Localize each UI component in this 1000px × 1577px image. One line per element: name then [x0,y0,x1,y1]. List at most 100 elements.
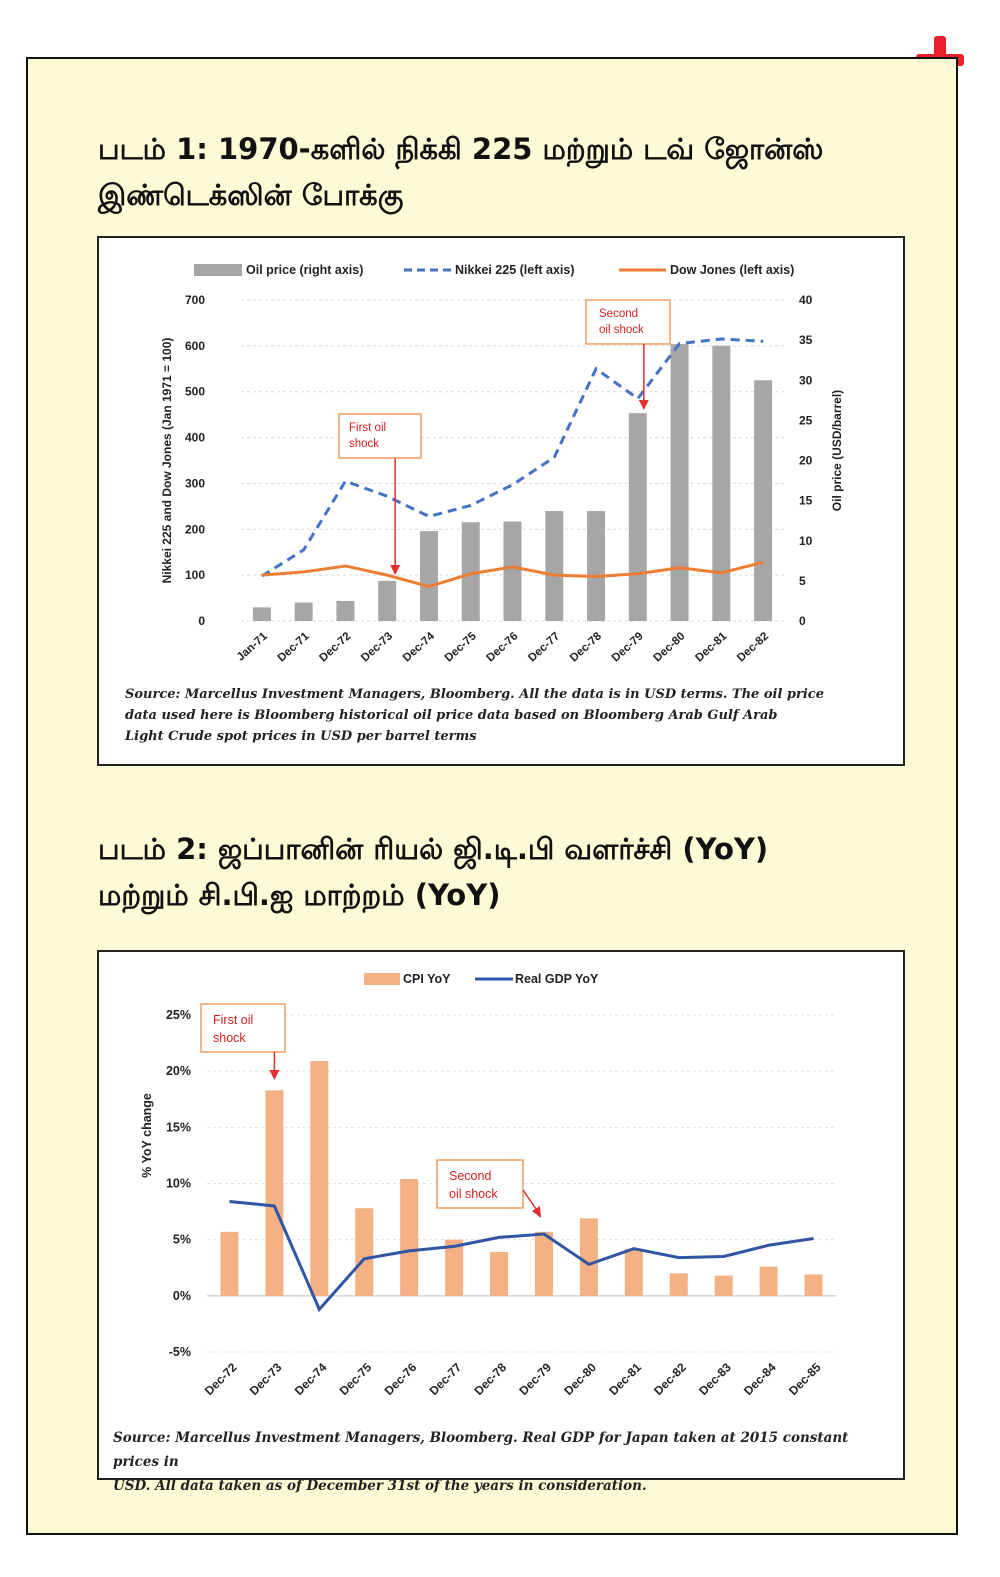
annotation-text: Second [449,1169,491,1183]
oil-price-bar [336,600,355,621]
y2-tick-label: 35 [799,333,813,347]
y-tick-label: 100 [185,568,205,582]
y-tick-label: 20% [166,1064,191,1078]
legend-label: Real GDP YoY [515,972,599,986]
x-tick-label: Dec-71 [276,630,313,665]
x-tick-label: Dec-75 [443,630,480,665]
x-tick-label: Dec-74 [292,1360,330,1398]
x-tick-label: Dec-72 [202,1360,240,1398]
x-tick-label: Dec-73 [359,630,395,664]
dow-jones-line [261,560,764,589]
legend-label: Dow Jones (left axis) [670,263,794,277]
y2-tick-label: 5 [799,574,806,588]
annotation-arrowhead [532,1206,541,1218]
nikkei-line [261,337,764,578]
y2-tick-label: 0 [799,614,806,628]
annotation-arrowhead [269,1070,280,1080]
oil-price-bar [461,522,480,621]
legend-label: Oil price (right axis) [246,263,363,277]
cpi-bar [310,1061,329,1296]
x-tick-label: Dec-75 [337,1360,375,1398]
annotation-box [200,1003,286,1053]
x-tick-label: Jan-71 [235,630,271,664]
y-tick-label: 400 [185,431,205,445]
legend-swatch-cpi [364,973,400,985]
real-gdp-line [229,1199,814,1313]
annotation-text: shock [349,438,379,450]
cpi-bar [759,1266,778,1296]
annotation-arrowhead [390,565,401,575]
annotation-text: First oil [213,1013,253,1027]
cpi-bar [355,1208,374,1296]
figure1-source-line: Light Crude spot prices in USD per barre… [125,729,477,744]
x-tick-label: Dec-72 [317,630,353,664]
cpi-bar [669,1273,688,1296]
y2-tick-label: 15 [799,494,813,508]
x-tick-label: Dec-85 [786,1360,824,1398]
cpi-bar [220,1231,239,1296]
y-tick-label: -5% [169,1345,191,1359]
legend-label: Nikkei 225 (left axis) [455,263,575,277]
x-tick-label: Dec-73 [247,1360,285,1398]
annotation-text: First oil [349,422,386,434]
y-tick-label: 25% [166,1008,191,1022]
y-tick-label: 300 [185,476,205,490]
figure2-source: Source: Marcellus Investment Managers, B… [113,1426,899,1498]
figure1-source: Source: Marcellus Investment Managers, B… [125,684,885,747]
figure2-title: படம் 2: ஜப்பானின் ரியல் ஜி.டி.பி வளர்ச்ச… [98,826,908,918]
cpi-bar [624,1248,643,1296]
oil-price-bar [294,602,313,621]
cpi-bar [534,1231,553,1296]
cpi-bar [265,1090,284,1296]
x-tick-label: Dec-76 [382,1360,420,1398]
annotation-text: oil shock [449,1187,498,1201]
cpi-bar [579,1218,598,1296]
annotation-text: Second [599,308,638,320]
oil-price-bar [628,413,647,621]
legend-swatch-oil [194,264,242,276]
y2-tick-label: 20 [799,454,813,468]
oil-price-bar [545,511,564,621]
oil-price-bar [754,380,773,621]
y-tick-label: 200 [185,522,205,536]
x-tick-label: Dec-77 [526,630,562,664]
figure2-chart: -5%0%5%10%15%20%25%Dec-72 Dec-73 Dec-74 Dec… [140,972,836,1398]
x-tick-label: Dec-82 [651,1360,689,1398]
x-tick-label: Dec-81 [693,630,730,665]
y2-tick-label: 25 [799,413,813,427]
oil-price-bar [587,511,606,621]
cpi-bar [714,1275,733,1296]
x-tick-label: Dec-82 [735,630,771,664]
x-tick-label: Dec-80 [561,1360,599,1398]
cpi-bar [445,1239,464,1296]
y2-tick-label: 30 [799,373,813,387]
figure1-title-line1: படம் 1: 1970-களில் நிக்கி 225 மற்றும் டவ… [98,132,824,166]
y-tick-label: 15% [166,1120,191,1134]
figure2-source-line: USD. All data taken as of December 31st … [113,1478,647,1494]
x-tick-label: Dec-84 [741,1360,779,1398]
oil-price-bar [503,521,522,621]
y-tick-label: 600 [185,339,205,353]
annotation-arrowhead [638,400,649,410]
oil-price-bar [378,580,397,621]
oil-price-bar [670,344,689,621]
legend-label: CPI YoY [403,972,451,986]
x-tick-label: Dec-78 [471,1360,509,1398]
figure2-title-line1: படம் 2: ஜப்பானின் ரியல் ஜி.டி.பி வளர்ச்ச… [98,832,769,866]
y-tick-label: 0 [198,614,205,628]
figure1-source-line: data used here is Bloomberg historical o… [125,708,778,723]
y-axis-title: % YoY change [140,1093,154,1178]
x-tick-label: Dec-81 [606,1360,644,1398]
annotation-box [338,413,422,459]
annotation-arrow [522,1189,537,1210]
oil-price-bar [419,531,438,621]
figure1-chart-box: 0 100 200 300 400 500 600 700 0 5 10 15 20 25 30 35 40 Ja… [97,236,905,766]
y2-tick-label: 10 [799,534,813,548]
y-axis-title: Nikkei 225 and Dow Jones (Jan 1971 = 100… [160,338,174,584]
x-tick-label: Dec-80 [652,630,688,664]
figure2-chart-box: -5% 0% 5% 10% 15% 20% 25% Dec-72 Dec-73 Dec-74 Dec… [97,950,905,1494]
x-tick-label: Dec-74 [401,630,438,665]
figure2-title-line2: மற்றும் சி.பி.ஐ மாற்றம் (YoY) [98,878,501,912]
annotation-box [585,299,671,345]
y-tick-label: 10% [166,1177,191,1191]
